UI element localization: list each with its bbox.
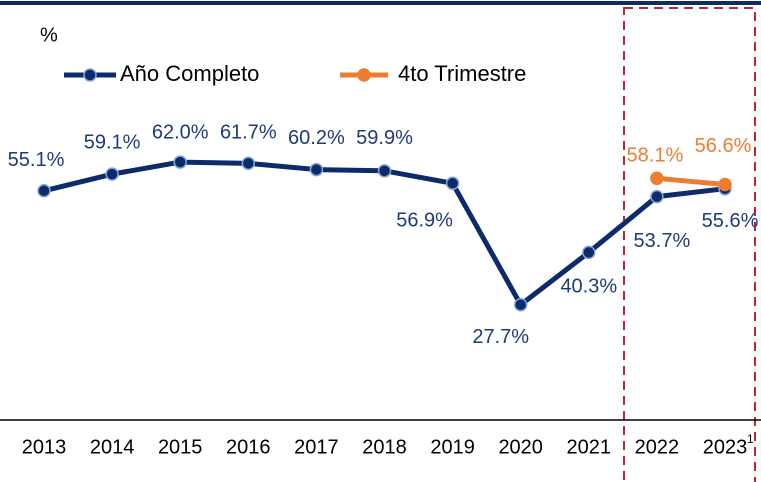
value-label: 62.0% <box>152 121 209 143</box>
x-tick-label: 2019 <box>430 436 475 458</box>
value-label: 59.1% <box>84 131 141 153</box>
value-label: 56.9% <box>396 210 453 232</box>
value-label: 60.2% <box>288 127 345 149</box>
value-label: 40.3% <box>560 276 617 298</box>
point <box>173 155 187 169</box>
legend-marker <box>83 68 97 82</box>
x-tick-label: 2015 <box>158 436 203 458</box>
series-line <box>43 159 726 308</box>
x-tick-label: 2022 <box>635 436 680 458</box>
legend-marker <box>357 68 371 82</box>
x-tick-label: 2014 <box>90 436 135 458</box>
x-tick-label: 2013 <box>22 436 67 458</box>
x-tick-label: 2016 <box>226 436 271 458</box>
point <box>105 167 119 181</box>
footnote-marker: 1 <box>747 432 754 446</box>
point <box>650 189 664 204</box>
x-tick-label: 2020 <box>498 436 543 458</box>
value-label: 61.7% <box>220 122 277 144</box>
value-label: 55.1% <box>8 149 65 171</box>
value-label: 27.7% <box>472 326 529 348</box>
point <box>650 171 664 186</box>
point <box>582 245 596 260</box>
point <box>377 164 392 178</box>
value-label: 59.9% <box>356 127 413 149</box>
series-line <box>656 175 726 188</box>
point <box>241 156 256 171</box>
value-label: 53.7% <box>634 230 691 252</box>
value-label: 58.1% <box>627 145 684 167</box>
point <box>718 177 732 192</box>
point <box>445 176 460 191</box>
x-tick-label: 2017 <box>294 436 339 458</box>
unit-label: % <box>40 24 58 46</box>
value-label: 56.6% <box>695 135 752 157</box>
legend-label: Año Completo <box>120 61 259 86</box>
highlight-box <box>623 7 756 482</box>
x-tick-label: 2021 <box>567 436 612 458</box>
point <box>513 298 528 312</box>
point <box>37 184 51 198</box>
legend-label: 4to Trimestre <box>398 61 526 86</box>
x-tick-label: 2023 <box>703 436 748 458</box>
value-label: 55.6% <box>702 210 759 232</box>
x-tick-label: 2018 <box>362 436 407 458</box>
point <box>309 162 324 177</box>
